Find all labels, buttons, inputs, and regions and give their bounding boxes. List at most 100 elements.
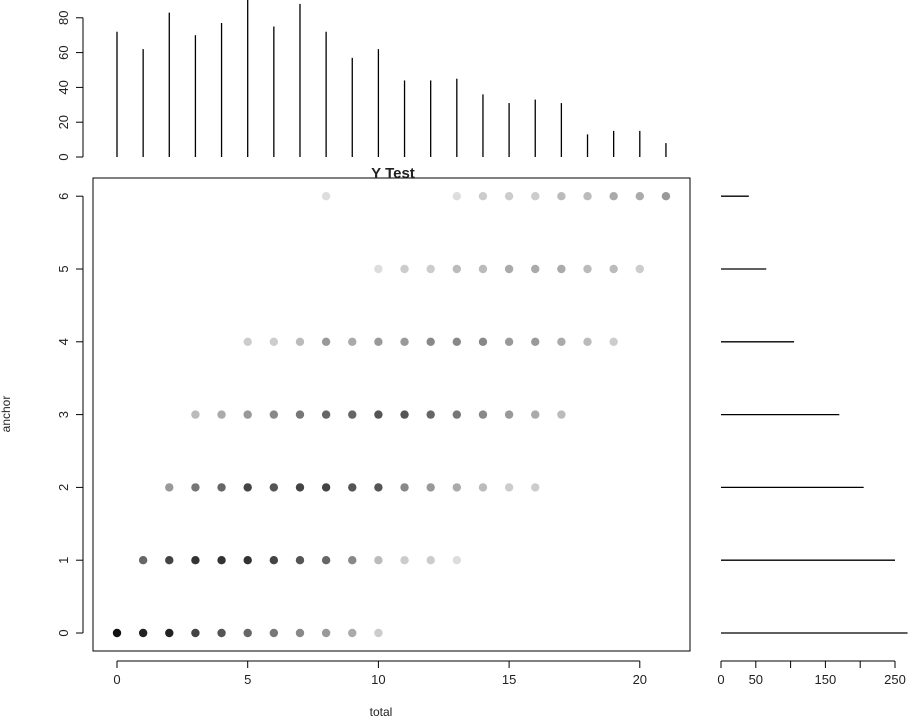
y-tick-label: 6 <box>56 193 71 200</box>
y-tick-label: 0 <box>56 629 71 636</box>
scatter-point <box>243 410 252 419</box>
top-marginal-histogram: 0 20 40 60 80 <box>56 0 667 161</box>
x-tick-label: 15 <box>502 672 516 687</box>
scatter-point <box>269 337 279 346</box>
scatter-point <box>583 264 592 274</box>
scatter-point <box>295 628 305 638</box>
scatter-point <box>426 337 435 346</box>
scatter-point <box>557 264 566 274</box>
scatter-point <box>400 337 409 346</box>
scatter-point <box>348 483 357 492</box>
scatter-point <box>504 410 514 419</box>
scatter-point <box>269 483 279 492</box>
scatter-point <box>217 410 226 419</box>
scatter-point <box>321 192 331 201</box>
scatter-point <box>557 192 566 201</box>
top-hist-y-tick-label: 40 <box>56 80 71 94</box>
top-hist-y-tick-label: 0 <box>56 153 71 160</box>
scatter-point <box>531 483 540 492</box>
scatter-point <box>138 556 148 565</box>
y-tick-label: 5 <box>56 265 71 272</box>
scatter-point <box>138 628 148 638</box>
scatter-point <box>531 264 540 274</box>
scatter-point <box>269 628 279 638</box>
scatter-point <box>374 628 383 638</box>
scatter-point <box>426 264 435 274</box>
scatter-point <box>217 556 226 565</box>
x-tick-label: 10 <box>371 672 385 687</box>
scatter-point <box>661 192 671 201</box>
scatter-point <box>295 410 305 419</box>
scatter-point <box>426 556 435 565</box>
scatter-point <box>557 337 566 346</box>
scatter-point <box>557 410 566 419</box>
scatter-point <box>374 410 383 419</box>
scatter-point <box>374 264 383 274</box>
scatter-point <box>191 410 200 419</box>
right-hist-x-tick-label: 250 <box>884 672 906 687</box>
main-scatter-panel: Y Test total anchor 0 5 10 15 20 0 1 2 3 4 5 6 <box>0 165 691 719</box>
y-tick-label: 1 <box>56 557 71 564</box>
scatter-point <box>635 264 644 274</box>
scatter-point <box>243 483 252 492</box>
scatter-point <box>478 483 488 492</box>
scatter-points <box>112 192 671 638</box>
scatter-point <box>504 192 514 201</box>
y-axis: 0 1 2 3 4 5 6 <box>56 193 84 637</box>
scatter-point <box>374 337 383 346</box>
scatter-point <box>269 556 279 565</box>
right-hist-x-tick-label: 0 <box>717 672 724 687</box>
scatter-point <box>295 483 305 492</box>
scatter-point <box>321 483 331 492</box>
scatter-point <box>269 410 279 419</box>
right-hist-x-tick-label: 150 <box>815 672 837 687</box>
scatter-point <box>348 410 357 419</box>
scatter-point <box>400 483 409 492</box>
scatter-point <box>452 483 462 492</box>
x-tick-label: 20 <box>633 672 647 687</box>
scatter-point <box>583 192 592 201</box>
scatter-point <box>374 483 383 492</box>
right-hist-x-tick-label: 50 <box>749 672 763 687</box>
scatter-point <box>400 264 409 274</box>
plot-frame <box>92 177 691 652</box>
y-tick-label: 4 <box>56 338 71 345</box>
x-tick-label: 0 <box>113 672 120 687</box>
scatter-point <box>426 483 435 492</box>
scatter-point <box>348 337 357 346</box>
scatter-point <box>452 337 462 346</box>
top-hist-y-tick-label: 20 <box>56 115 71 129</box>
scatter-point <box>217 483 226 492</box>
scatter-point <box>191 483 200 492</box>
scatter-point <box>165 556 174 565</box>
scatter-point <box>583 337 592 346</box>
scatter-point <box>635 192 644 201</box>
top-hist-y-tick-label: 80 <box>56 11 71 25</box>
scatter-point <box>478 192 488 201</box>
scatter-point <box>348 556 357 565</box>
scatter-point <box>217 628 226 638</box>
x-axis-title: total <box>370 705 393 719</box>
scatter-point <box>504 337 514 346</box>
y-tick-label: 2 <box>56 484 71 491</box>
scatter-point <box>531 192 540 201</box>
scatter-point <box>609 192 618 201</box>
scatter-point <box>165 483 174 492</box>
scatter-point <box>321 628 331 638</box>
scatter-point <box>321 410 331 419</box>
scatter-point <box>191 556 200 565</box>
scatter-point <box>452 192 462 201</box>
scatter-point <box>400 556 409 565</box>
x-axis: 0 5 10 15 20 <box>113 660 647 687</box>
top-hist-y-tick-label: 60 <box>56 45 71 59</box>
scatter-point <box>609 337 618 346</box>
x-tick-label: 5 <box>244 672 251 687</box>
scatter-point <box>295 337 305 346</box>
scatter-point <box>478 337 488 346</box>
scatter-point <box>165 628 174 638</box>
scatter-point <box>452 410 462 419</box>
scatter-point <box>243 556 252 565</box>
scatter-point <box>426 410 435 419</box>
